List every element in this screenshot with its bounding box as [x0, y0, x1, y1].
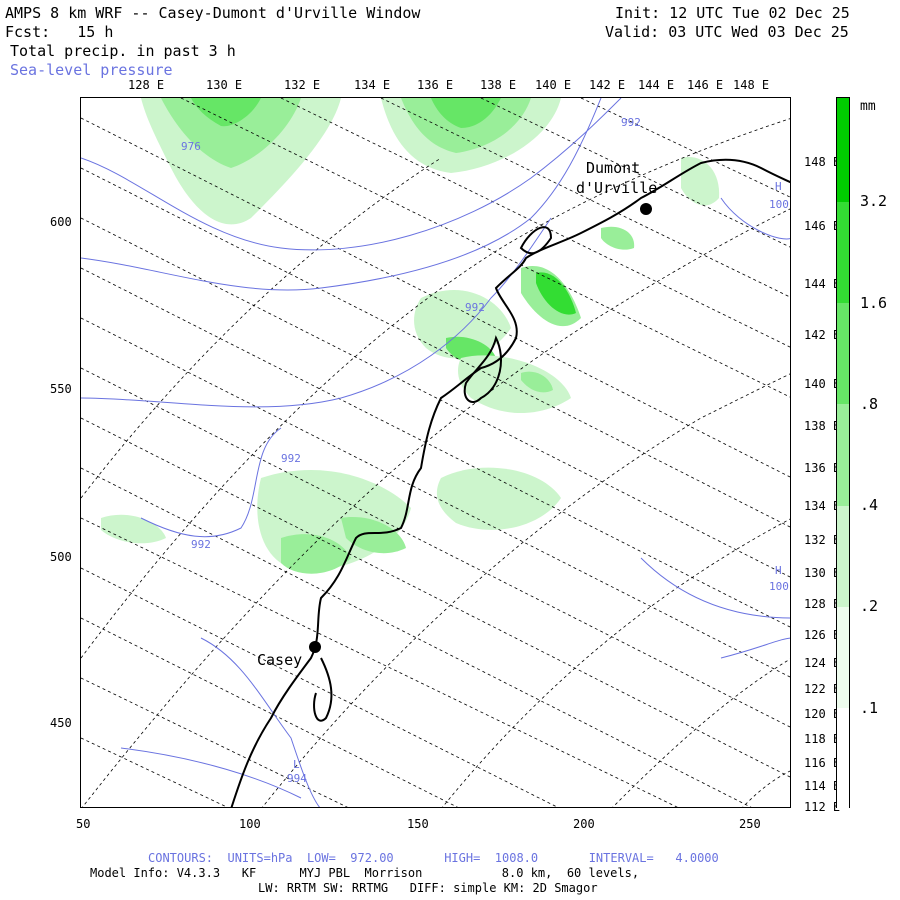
- pressure-label: L: [293, 758, 300, 771]
- colorbar-band: [837, 404, 849, 506]
- pressure-label: 992: [465, 301, 485, 314]
- pressure-contours: [81, 98, 790, 807]
- pressure-label: 992: [281, 452, 301, 465]
- right-lon-label: 138 E: [804, 419, 841, 433]
- station-marker-casey: [309, 641, 321, 653]
- pressure-label: 994: [287, 772, 307, 785]
- right-lon-label: 126 E: [804, 628, 841, 642]
- init-time: Init: 12 UTC Tue 02 Dec 25: [615, 4, 850, 22]
- overlay-name: Sea-level pressure: [10, 61, 173, 79]
- y-tick-label: 600: [50, 215, 72, 229]
- top-lon-label: 134 E: [354, 78, 391, 92]
- map-svg: Dumont d'Urville Casey 976 992 992 992 9…: [81, 98, 790, 807]
- station-label: d'Urville: [576, 179, 657, 197]
- colorbar-band: [837, 202, 849, 303]
- colorbar-level-label: 1.6: [860, 294, 888, 312]
- right-lon-label: 112 E: [804, 800, 841, 814]
- x-tick-label: 150: [407, 817, 429, 831]
- y-tick-label: 550: [50, 382, 72, 396]
- colorbar-band: [837, 607, 849, 708]
- top-lon-label: 138 E: [480, 78, 517, 92]
- pressure-label: 100: [769, 198, 789, 211]
- top-lon-label: 130 E: [206, 78, 243, 92]
- precip-colorbar: [836, 97, 850, 809]
- right-lon-label: 148 E: [804, 155, 841, 169]
- map-title: AMPS 8 km WRF -- Casey-Dumont d'Urville …: [5, 4, 421, 22]
- field-name: Total precip. in past 3 h: [10, 42, 236, 60]
- x-tick-label: 200: [573, 817, 595, 831]
- right-lon-label: 142 E: [804, 328, 841, 342]
- colorbar-level-label: 3.2: [860, 192, 888, 210]
- right-lon-label: 118 E: [804, 732, 841, 746]
- x-tick-label: 100: [239, 817, 261, 831]
- pressure-label: 992: [621, 116, 641, 129]
- graticule: [81, 98, 790, 807]
- valid-time: Valid: 03 UTC Wed 03 Dec 25: [605, 23, 849, 41]
- colorbar-unit: mm: [860, 99, 876, 114]
- right-lon-label: 120 E: [804, 707, 841, 721]
- right-lon-label: 124 E: [804, 656, 841, 670]
- colorbar-level-label: .2: [860, 597, 879, 615]
- right-lon-label: 122 E: [804, 682, 841, 696]
- pressure-label: 976: [181, 140, 201, 153]
- y-tick-label: 450: [50, 716, 72, 730]
- top-lon-label: 136 E: [417, 78, 454, 92]
- right-lon-label: 132 E: [804, 533, 841, 547]
- colorbar-band: [837, 708, 849, 809]
- top-lon-label: 128 E: [128, 78, 165, 92]
- precip-shading: [101, 98, 720, 574]
- right-lon-label: 116 E: [804, 756, 841, 770]
- right-lon-label: 140 E: [804, 377, 841, 391]
- physics-info: LW: RRTM SW: RRTMG DIFF: simple KM: 2D S…: [258, 881, 598, 895]
- x-tick-label: 50: [76, 817, 91, 831]
- colorbar-level-label: .1: [860, 699, 879, 717]
- right-lon-label: 114 E: [804, 779, 841, 793]
- colorbar-band: [837, 303, 849, 404]
- model-info: Model Info: V4.3.3 KF MYJ PBL Morrison 8…: [90, 866, 640, 880]
- contour-info: CONTOURS: UNITS=hPa LOW= 972.00 HIGH= 10…: [148, 851, 719, 865]
- top-lon-label: 142 E: [589, 78, 626, 92]
- pressure-label: H: [775, 564, 782, 577]
- colorbar-level-label: .8: [860, 395, 879, 413]
- top-lon-label: 148 E: [733, 78, 770, 92]
- colorbar-level-label: .4: [860, 496, 879, 514]
- station-label: Dumont: [586, 159, 640, 177]
- pressure-label: 992: [191, 538, 211, 551]
- right-lon-label: 128 E: [804, 597, 841, 611]
- station-marker-dumont: [640, 203, 652, 215]
- top-lon-label: 140 E: [535, 78, 572, 92]
- colorbar-band: [837, 506, 849, 607]
- pressure-label: H: [775, 180, 782, 193]
- y-tick-label: 500: [50, 550, 72, 564]
- colorbar-band: [837, 98, 849, 202]
- station-label: Casey: [257, 651, 302, 669]
- right-lon-label: 146 E: [804, 219, 841, 233]
- pressure-label: 100: [769, 580, 789, 593]
- x-tick-label: 250: [739, 817, 761, 831]
- coastline: [230, 158, 790, 807]
- top-lon-label: 146 E: [687, 78, 724, 92]
- right-lon-label: 144 E: [804, 277, 841, 291]
- right-lon-label: 130 E: [804, 566, 841, 580]
- right-lon-label: 136 E: [804, 461, 841, 475]
- top-lon-label: 132 E: [284, 78, 321, 92]
- top-lon-label: 144 E: [638, 78, 675, 92]
- map-panel: Dumont d'Urville Casey 976 992 992 992 9…: [80, 97, 791, 808]
- right-lon-label: 134 E: [804, 499, 841, 513]
- forecast-hour: Fcst: 15 h: [5, 23, 114, 41]
